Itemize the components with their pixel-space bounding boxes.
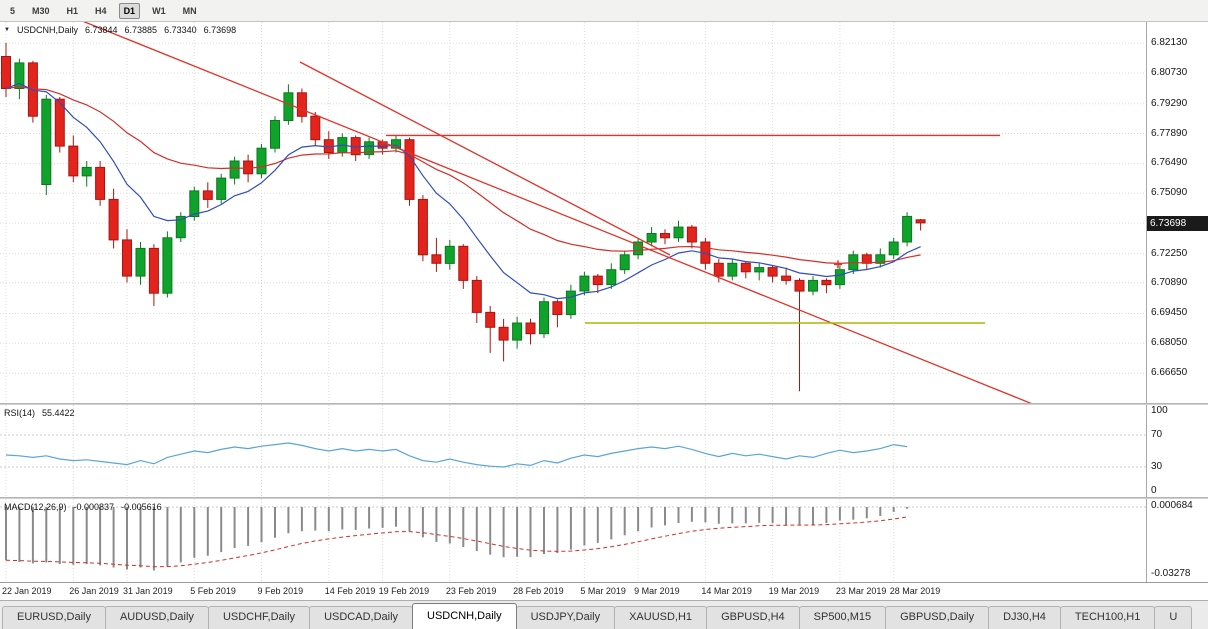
chart-tab-usdchf-daily[interactable]: USDCHF,Daily xyxy=(207,606,311,629)
macd-axis: 0.000684 -0.03278 xyxy=(1146,499,1208,582)
rsi-value: 55.4422 xyxy=(42,408,75,418)
price-chart-svg[interactable] xyxy=(0,22,1146,403)
macd-label-row: MACD(12,26,9) -0.000837 -0.005616 xyxy=(4,502,162,512)
chart-tab-dj30-h4[interactable]: DJ30,H4 xyxy=(988,606,1061,629)
date-tick-label: 19 Mar 2019 xyxy=(768,586,820,596)
date-tick-label: 26 Jan 2019 xyxy=(69,586,119,596)
rsi-axis-label: 100 xyxy=(1151,405,1168,416)
price-axis-label: 6.68050 xyxy=(1151,337,1188,349)
rsi-axis-label: 70 xyxy=(1151,429,1163,440)
macd-signal-value: -0.005616 xyxy=(121,502,162,512)
date-tick-label: 14 Feb 2019 xyxy=(324,586,376,596)
chart-tab-audusd-daily[interactable]: AUDUSD,Daily xyxy=(104,606,209,629)
symbol-timeframe-label: USDCNH,Daily xyxy=(16,25,78,35)
ohlc-close-value: 6.73698 xyxy=(203,25,237,35)
rsi-pane[interactable]: RSI(14) 55.4422 100 70 30 0 xyxy=(0,405,1208,497)
chart-tab-tech100-h1[interactable]: TECH100,H1 xyxy=(1059,606,1156,629)
timeframe-button-d1[interactable]: D1 xyxy=(118,2,141,19)
date-tick-label: 28 Feb 2019 xyxy=(513,586,564,596)
macd-indicator-label: MACD(12,26,9) xyxy=(4,502,67,512)
chart-tab-gbpusd-daily[interactable]: GBPUSD,Daily xyxy=(885,606,990,629)
chart-tab-usdjpy-daily[interactable]: USDJPY,Daily xyxy=(515,606,616,629)
date-tick-label: 23 Mar 2019 xyxy=(835,586,887,596)
symbol-label-row: ▼ USDCNH,Daily 6.73844 6.73885 6.73340 6… xyxy=(4,25,236,35)
chart-tabbar: EURUSD,Daily AUDUSD,Daily USDCHF,Daily USDC… xyxy=(0,600,1208,629)
rsi-axis-label: 30 xyxy=(1151,461,1163,472)
price-axis-label: 6.80730 xyxy=(1151,66,1188,78)
macd-axis-label: -0.03278 xyxy=(1151,568,1191,580)
timeframe-button-5[interactable]: 5 xyxy=(10,5,16,16)
date-tick-label: 9 Mar 2019 xyxy=(634,586,680,596)
chart-tab-u[interactable]: U xyxy=(1154,606,1193,629)
date-axis[interactable]: 22 Jan 2019 26 Jan 2019 31 Jan 2019 5 Feb 2… xyxy=(0,582,1208,600)
price-axis-label: 6.75090 xyxy=(1151,187,1188,199)
timeframe-button-mn[interactable]: MN xyxy=(182,5,197,16)
macd-pane[interactable]: MACD(12,26,9) -0.000837 -0.005616 0.0006… xyxy=(0,499,1208,582)
chart-arrow-icon[interactable]: ▼ xyxy=(4,27,10,33)
rsi-axis-label: 0 xyxy=(1151,485,1157,496)
price-axis-label: 6.77890 xyxy=(1151,127,1188,139)
date-tick-label: 9 Feb 2019 xyxy=(257,586,304,596)
date-tick-label: 5 Feb 2019 xyxy=(190,586,236,596)
price-axis-label: 6.79290 xyxy=(1151,97,1188,109)
price-axis-label: 6.69450 xyxy=(1151,307,1188,319)
price-axis-label: 6.82130 xyxy=(1151,37,1188,49)
date-tick-label: 23 Feb 2019 xyxy=(445,586,497,596)
rsi-chart-svg[interactable] xyxy=(0,405,1146,497)
chart-tab-sp500-m15[interactable]: SP500,M15 xyxy=(798,606,887,629)
rsi-indicator-label: RSI(14) xyxy=(4,408,36,418)
date-tick-label: 5 Mar 2019 xyxy=(580,586,626,596)
chart-tab-usdcnh-daily[interactable]: USDCNH,Daily xyxy=(412,603,517,629)
date-tick-label: 28 Mar 2019 xyxy=(889,586,941,596)
ohlc-open-value: 6.73844 xyxy=(84,25,118,35)
price-axis-label: 6.72250 xyxy=(1151,247,1188,259)
ohlc-high-value: 6.73885 xyxy=(124,25,158,35)
macd-chart-svg[interactable] xyxy=(0,499,1146,582)
chart-tab-eurusd-daily[interactable]: EURUSD,Daily xyxy=(2,606,106,629)
macd-axis-label: 0.000684 xyxy=(1151,499,1193,511)
pane-divider[interactable] xyxy=(0,403,1208,405)
timeframe-button-h1[interactable]: H1 xyxy=(66,5,79,16)
timeframe-toolbar: 5 M30 H1 H4 D1 W1 MN xyxy=(0,0,1208,22)
price-pane[interactable]: ▼ USDCNH,Daily 6.73844 6.73885 6.73340 6… xyxy=(0,22,1208,403)
price-axis-label: 6.66650 xyxy=(1151,367,1188,379)
timeframe-button-w1[interactable]: W1 xyxy=(152,5,166,16)
date-tick-label: 14 Mar 2019 xyxy=(701,586,752,596)
macd-main-value: -0.000837 xyxy=(73,502,115,512)
chart-tab-usdcad-daily[interactable]: USDCAD,Daily xyxy=(309,606,414,629)
price-axis[interactable]: 6.82130 6.80730 6.79290 6.77890 6.76490 6.750… xyxy=(1146,22,1208,403)
chart-tab-gbpusd-h4[interactable]: GBPUSD,H4 xyxy=(706,606,800,629)
timeframe-button-m30[interactable]: M30 xyxy=(32,5,50,16)
rsi-label-row: RSI(14) 55.4422 xyxy=(4,408,75,418)
chart-tab-xauusd-h1[interactable]: XAUUSD,H1 xyxy=(614,606,708,629)
date-tick-label: 31 Jan 2019 xyxy=(123,586,173,596)
price-axis-label: 6.70890 xyxy=(1151,276,1188,288)
price-axis-label: 6.76490 xyxy=(1151,157,1188,169)
date-tick-label: 22 Jan 2019 xyxy=(2,586,52,596)
pane-divider[interactable] xyxy=(0,497,1208,499)
rsi-axis: 100 70 30 0 xyxy=(1146,405,1208,497)
date-tick-label: 19 Feb 2019 xyxy=(378,586,430,596)
timeframe-button-h4[interactable]: H4 xyxy=(95,5,107,16)
ohlc-low-value: 6.73340 xyxy=(164,25,197,35)
current-price-badge: 6.73698 xyxy=(1147,215,1208,231)
